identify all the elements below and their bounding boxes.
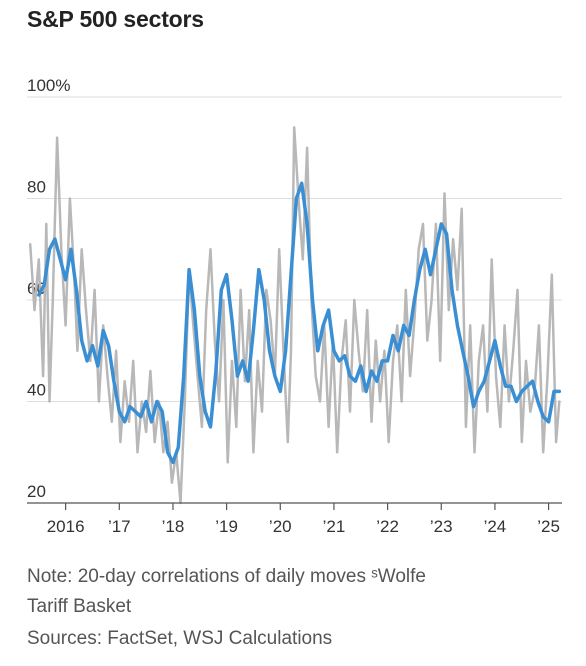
chart-note-continued: Tariff Basket	[27, 596, 132, 617]
y-tick-label: 20	[27, 482, 46, 501]
x-axis-tick-labels: 2016 ’17 ’18 ’19 ’20 ’21 ’22 ’23 ’24 ’25	[47, 517, 560, 536]
x-tick-label: ’22	[376, 517, 399, 536]
x-axis	[27, 502, 562, 510]
y-tick-label: 100%	[27, 76, 70, 95]
y-tick-label: 80	[27, 178, 46, 197]
chart-sources: Sources: FactSet, WSJ Calculations	[27, 628, 333, 649]
x-tick-label: ’21	[323, 517, 346, 536]
series-lines	[28, 126, 562, 505]
x-tick-label: ’20	[269, 517, 292, 536]
x-tick-label: ’19	[215, 517, 238, 536]
chart-title: S&P 500 sectors	[27, 6, 204, 32]
x-tick-label: ’17	[108, 517, 131, 536]
x-tick-label: 2016	[47, 517, 85, 536]
x-tick-label: ’24	[484, 517, 507, 536]
chart-note: Note: 20-day correlations of daily moves…	[27, 566, 426, 587]
x-tick-label: ’23	[430, 517, 453, 536]
daily-correlation-line	[28, 126, 561, 505]
x-tick-label: ’25	[537, 517, 560, 536]
x-tick-label: ’18	[162, 517, 185, 536]
smoothed-correlation-line	[37, 181, 562, 465]
y-tick-label: 40	[27, 381, 46, 400]
